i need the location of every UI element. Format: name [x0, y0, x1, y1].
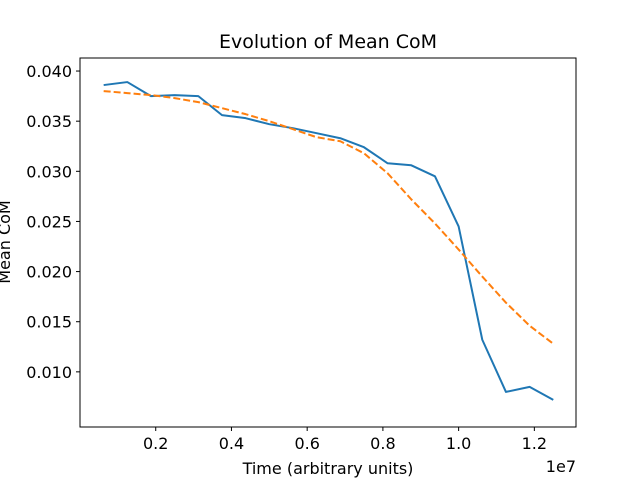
x-tick-label: 0.2 [143, 434, 168, 453]
series-line-1 [103, 81, 554, 401]
y-axis-label: Mean CoM [0, 200, 14, 283]
x-tick-label: 0.4 [219, 434, 244, 453]
x-axis-label: Time (arbitrary units) [242, 459, 414, 478]
x-tick-label: 1.0 [446, 434, 471, 453]
x-axis-offset-label: 1e7 [546, 457, 576, 476]
x-tick-label: 0.6 [294, 434, 319, 453]
axes-frame [79, 57, 577, 428]
y-tick-label: 0.015 [26, 313, 72, 332]
y-tick-label: 0.010 [26, 363, 72, 382]
chart-title: Evolution of Mean CoM [219, 31, 437, 53]
y-axis-ticks: 0.010 0.015 0.020 0.025 0.030 0.035 0.040 [26, 62, 80, 382]
y-tick-label: 0.040 [26, 62, 72, 81]
y-tick-label: 0.035 [26, 112, 72, 131]
y-tick-label: 0.020 [26, 263, 72, 282]
x-tick-label: 1.2 [522, 434, 547, 453]
x-tick-label: 0.8 [370, 434, 395, 453]
series-line-2 [103, 90, 554, 345]
plot-area [103, 81, 554, 401]
x-axis-ticks: 0.2 0.4 0.6 0.8 1.0 1.2 [143, 427, 547, 453]
y-tick-label: 0.025 [26, 212, 72, 231]
y-tick-label: 0.030 [26, 162, 72, 181]
